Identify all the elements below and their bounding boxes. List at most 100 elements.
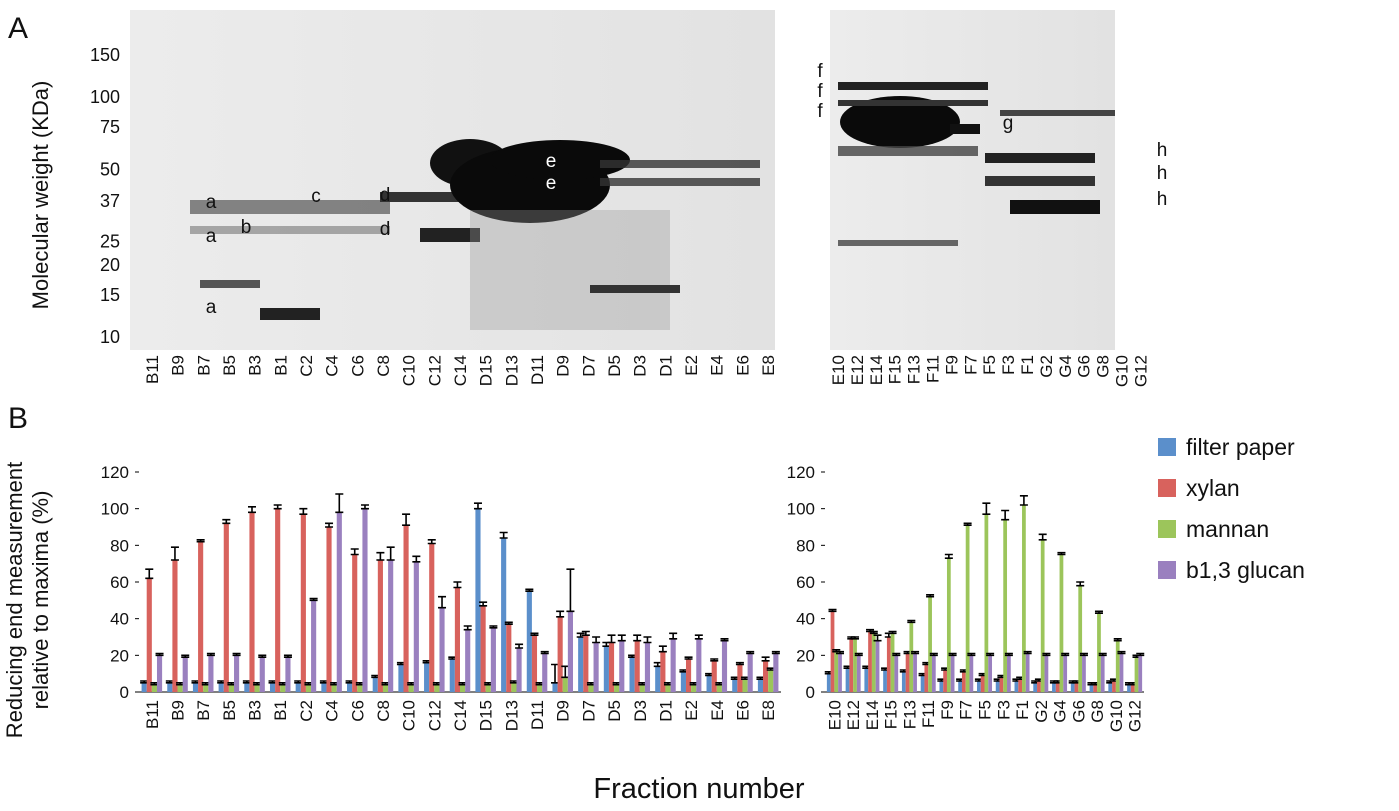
y-tick-label: 60 (796, 573, 815, 592)
bar (886, 637, 891, 692)
error-bar (1094, 610, 1103, 614)
error-bar (1079, 652, 1088, 657)
bar (1022, 505, 1026, 692)
bar (1119, 653, 1124, 692)
bar (747, 653, 753, 692)
error-bar (540, 650, 549, 655)
bar (321, 682, 327, 692)
bar (732, 679, 738, 692)
error-bar (633, 634, 642, 642)
error-bar (453, 581, 462, 589)
bar (1055, 682, 1060, 692)
error-bar (982, 502, 991, 515)
error-bar (907, 619, 916, 624)
bar (542, 653, 548, 692)
bar (864, 668, 869, 692)
bar (218, 682, 224, 692)
error-bar (258, 654, 267, 658)
lane-label: G2 (1037, 355, 1056, 378)
bar (1089, 684, 1094, 692)
bar (362, 508, 368, 692)
y-tick-label: 40 (110, 610, 129, 629)
bar (583, 635, 589, 692)
bar (275, 508, 281, 692)
x-tick-label: C14 (451, 700, 470, 731)
bar (172, 560, 178, 692)
mw-marker-label: 37 (100, 191, 120, 211)
lane-label: E6 (733, 355, 752, 376)
error-bar (1004, 652, 1013, 657)
bar (1130, 684, 1135, 692)
bar (763, 660, 769, 692)
x-tick-label: E8 (759, 700, 778, 721)
error-bar (892, 652, 901, 657)
lane-label: C6 (348, 355, 367, 377)
error-bar (854, 652, 863, 657)
x-tick-label: E6 (733, 700, 752, 721)
error-bar (684, 656, 693, 660)
x-tick-label: D7 (579, 700, 598, 722)
error-bar (181, 654, 190, 658)
bar (660, 651, 666, 692)
bar (614, 684, 620, 692)
lane-label: C14 (451, 355, 470, 386)
bar (856, 655, 861, 692)
error-bar (1019, 495, 1028, 506)
bar (424, 662, 430, 692)
error-bar (463, 625, 472, 631)
lane-label: F13 (905, 355, 924, 384)
band-label: e (546, 173, 557, 194)
mw-marker-label: 20 (100, 255, 120, 275)
bar (449, 659, 455, 692)
lane-label: D13 (502, 355, 521, 386)
legend-label: filter paper (1186, 434, 1295, 460)
error-bar (145, 568, 154, 580)
bar (1040, 539, 1045, 692)
bar (1093, 684, 1098, 692)
bar (223, 523, 229, 692)
mw-marker-label: 15 (100, 285, 120, 305)
mw-marker-label: 25 (100, 232, 120, 252)
bar (1018, 679, 1023, 692)
y-tick-label: 80 (796, 536, 815, 555)
bar (567, 611, 573, 692)
x-tick-label: C4 (323, 700, 342, 722)
x-tick-label: D15 (477, 700, 496, 731)
bar (300, 514, 306, 692)
legend-swatch (1158, 561, 1176, 579)
error-bar (710, 658, 719, 662)
bar (398, 664, 404, 692)
lane-label: F5 (980, 355, 999, 375)
x-tick-label: D5 (605, 700, 624, 722)
lane-label: B1 (271, 355, 290, 376)
bar (269, 682, 276, 692)
bar (501, 538, 507, 692)
band-label: d (380, 185, 391, 206)
error-bar (746, 650, 755, 655)
error-bar (1001, 509, 1010, 521)
bar (1108, 682, 1113, 692)
bar (1025, 653, 1030, 692)
y-tick-label: 0 (120, 683, 129, 702)
lane-label: G12 (1131, 355, 1150, 387)
x-tick-label: B5 (220, 700, 239, 721)
y-tick-label: 80 (110, 536, 129, 555)
error-bar (873, 634, 882, 642)
bar (259, 657, 265, 692)
y-tick-label: 20 (796, 646, 815, 665)
bar (1115, 640, 1120, 692)
lane-label: D15 (477, 355, 496, 386)
bar (578, 637, 584, 692)
bar (490, 627, 496, 692)
error-bar (438, 595, 447, 609)
band-label: f (817, 101, 823, 122)
bar (454, 587, 460, 692)
x-tick-label: D1 (656, 700, 675, 722)
bar (909, 622, 914, 692)
x-tick-label: F11 (919, 700, 938, 728)
bar (976, 681, 981, 692)
bar (894, 655, 899, 692)
bar (526, 591, 532, 692)
x-tick-label: F9 (938, 700, 957, 720)
bar (1044, 655, 1049, 692)
